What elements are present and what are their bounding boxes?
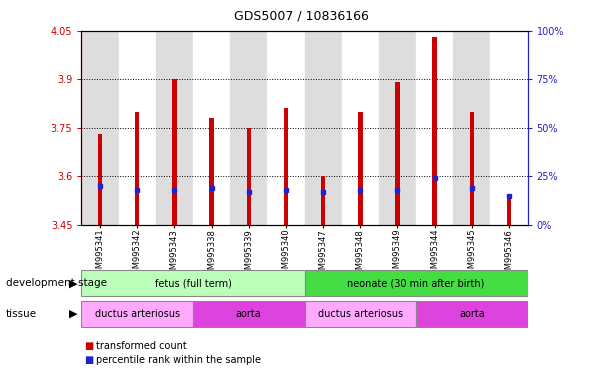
Bar <box>209 118 214 225</box>
Text: aorta: aorta <box>236 309 262 319</box>
Text: ductus arteriosus: ductus arteriosus <box>318 309 403 319</box>
Text: transformed count: transformed count <box>96 341 187 351</box>
Text: GDS5007 / 10836166: GDS5007 / 10836166 <box>234 10 369 23</box>
Text: neonate (30 min after birth): neonate (30 min after birth) <box>347 278 485 288</box>
Text: tissue: tissue <box>6 309 37 319</box>
Bar <box>342 31 379 225</box>
Bar <box>172 79 177 225</box>
Bar <box>305 31 342 225</box>
FancyBboxPatch shape <box>81 301 193 327</box>
Bar <box>81 31 119 225</box>
Bar <box>119 31 156 225</box>
FancyBboxPatch shape <box>305 301 416 327</box>
Bar <box>395 83 400 225</box>
Bar <box>379 31 416 225</box>
Bar <box>416 31 453 225</box>
Bar <box>98 134 103 225</box>
FancyBboxPatch shape <box>416 301 528 327</box>
Text: development stage: development stage <box>6 278 107 288</box>
Bar <box>432 37 437 225</box>
Bar <box>247 128 251 225</box>
Bar <box>507 195 511 225</box>
Bar <box>358 111 362 225</box>
Bar <box>267 31 305 225</box>
FancyBboxPatch shape <box>305 270 528 296</box>
Text: fetus (full term): fetus (full term) <box>154 278 232 288</box>
Bar <box>230 31 267 225</box>
Text: ■: ■ <box>84 355 93 365</box>
Text: aorta: aorta <box>459 309 485 319</box>
Bar <box>156 31 193 225</box>
Bar <box>283 108 288 225</box>
Bar <box>470 111 474 225</box>
Bar <box>321 176 326 225</box>
FancyBboxPatch shape <box>193 301 305 327</box>
Text: ▶: ▶ <box>69 309 77 319</box>
FancyBboxPatch shape <box>81 270 305 296</box>
Bar <box>490 31 528 225</box>
Text: ductus arteriosus: ductus arteriosus <box>95 309 180 319</box>
Text: ▶: ▶ <box>69 278 77 288</box>
Bar <box>193 31 230 225</box>
Bar <box>135 111 139 225</box>
Bar <box>453 31 490 225</box>
Text: percentile rank within the sample: percentile rank within the sample <box>96 355 262 365</box>
Text: ■: ■ <box>84 341 93 351</box>
